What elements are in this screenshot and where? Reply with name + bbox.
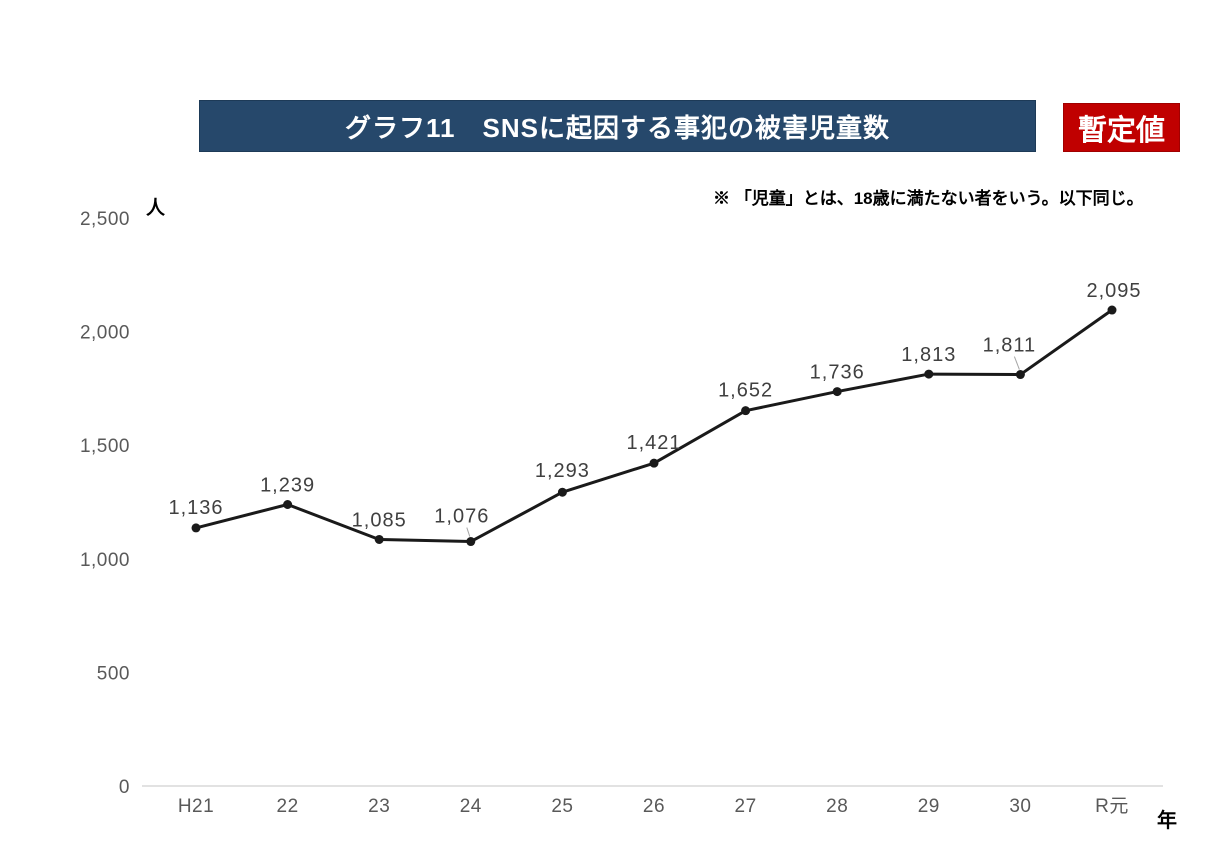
data-point-marker (741, 406, 751, 416)
chart-title-banner: グラフ11 SNSに起因する事犯の被害児童数 (199, 100, 1036, 152)
y-tick-label: 2,500 (80, 209, 130, 230)
provisional-value-label: 暫定値 (1077, 114, 1165, 147)
data-point-marker (466, 537, 476, 547)
x-tick-label: 23 (368, 796, 390, 817)
data-point-marker (191, 523, 201, 533)
y-tick-label: 2,000 (80, 323, 130, 344)
chart-title: グラフ11 SNSに起因する事犯の被害児童数 (345, 112, 890, 143)
x-tick-label: 30 (1009, 796, 1031, 817)
data-point-marker (924, 369, 934, 379)
data-point-label: 1,085 (352, 509, 407, 531)
data-point-marker (649, 458, 659, 468)
provisional-value-badge: 暫定値 (1063, 103, 1180, 152)
series-line (194, 308, 1114, 544)
data-point-label: 2,095 (1086, 280, 1141, 302)
y-axis-unit-label: 人 (146, 198, 166, 219)
x-tick-label: H21 (178, 796, 214, 817)
data-point-label: 1,811 (983, 335, 1037, 357)
x-tick-label: 27 (735, 796, 757, 817)
x-tick-label: 28 (826, 796, 848, 817)
data-point-label: 1,421 (626, 432, 681, 454)
data-point-label: 1,239 (260, 474, 315, 496)
footnote: ※ 「児童」とは、18歳に満たない者をいう。以下同じ。 (713, 189, 1144, 208)
label-leader-line (466, 527, 471, 537)
data-point-marker (374, 534, 384, 544)
data-point-label: 1,136 (168, 497, 223, 519)
label-leader-line (1013, 356, 1020, 370)
x-tick-label: 24 (460, 796, 482, 817)
data-point-label: 1,736 (810, 362, 865, 384)
x-tick-label: 22 (277, 796, 299, 817)
x-tick-label: R元 (1095, 796, 1129, 817)
data-point-label: 1,076 (434, 506, 489, 528)
data-point-marker (1107, 305, 1117, 315)
x-tick-label: 25 (551, 796, 573, 817)
data-point-marker (832, 387, 842, 397)
y-tick-label: 1,000 (80, 550, 130, 571)
data-point-marker (1015, 370, 1025, 380)
data-point-marker (557, 487, 567, 497)
data-point-label: 1,652 (718, 380, 773, 402)
data-point-label: 1,293 (535, 460, 590, 482)
x-tick-label: 26 (643, 796, 665, 817)
data-point-label: 1,813 (901, 344, 956, 366)
x-tick-label: 29 (918, 796, 940, 817)
y-tick-label: 500 (97, 663, 130, 684)
y-tick-label: 0 (119, 777, 130, 798)
y-tick-label: 1,500 (80, 436, 130, 457)
data-point-marker (283, 499, 293, 509)
x-axis-unit-label: 年 (1157, 810, 1177, 832)
